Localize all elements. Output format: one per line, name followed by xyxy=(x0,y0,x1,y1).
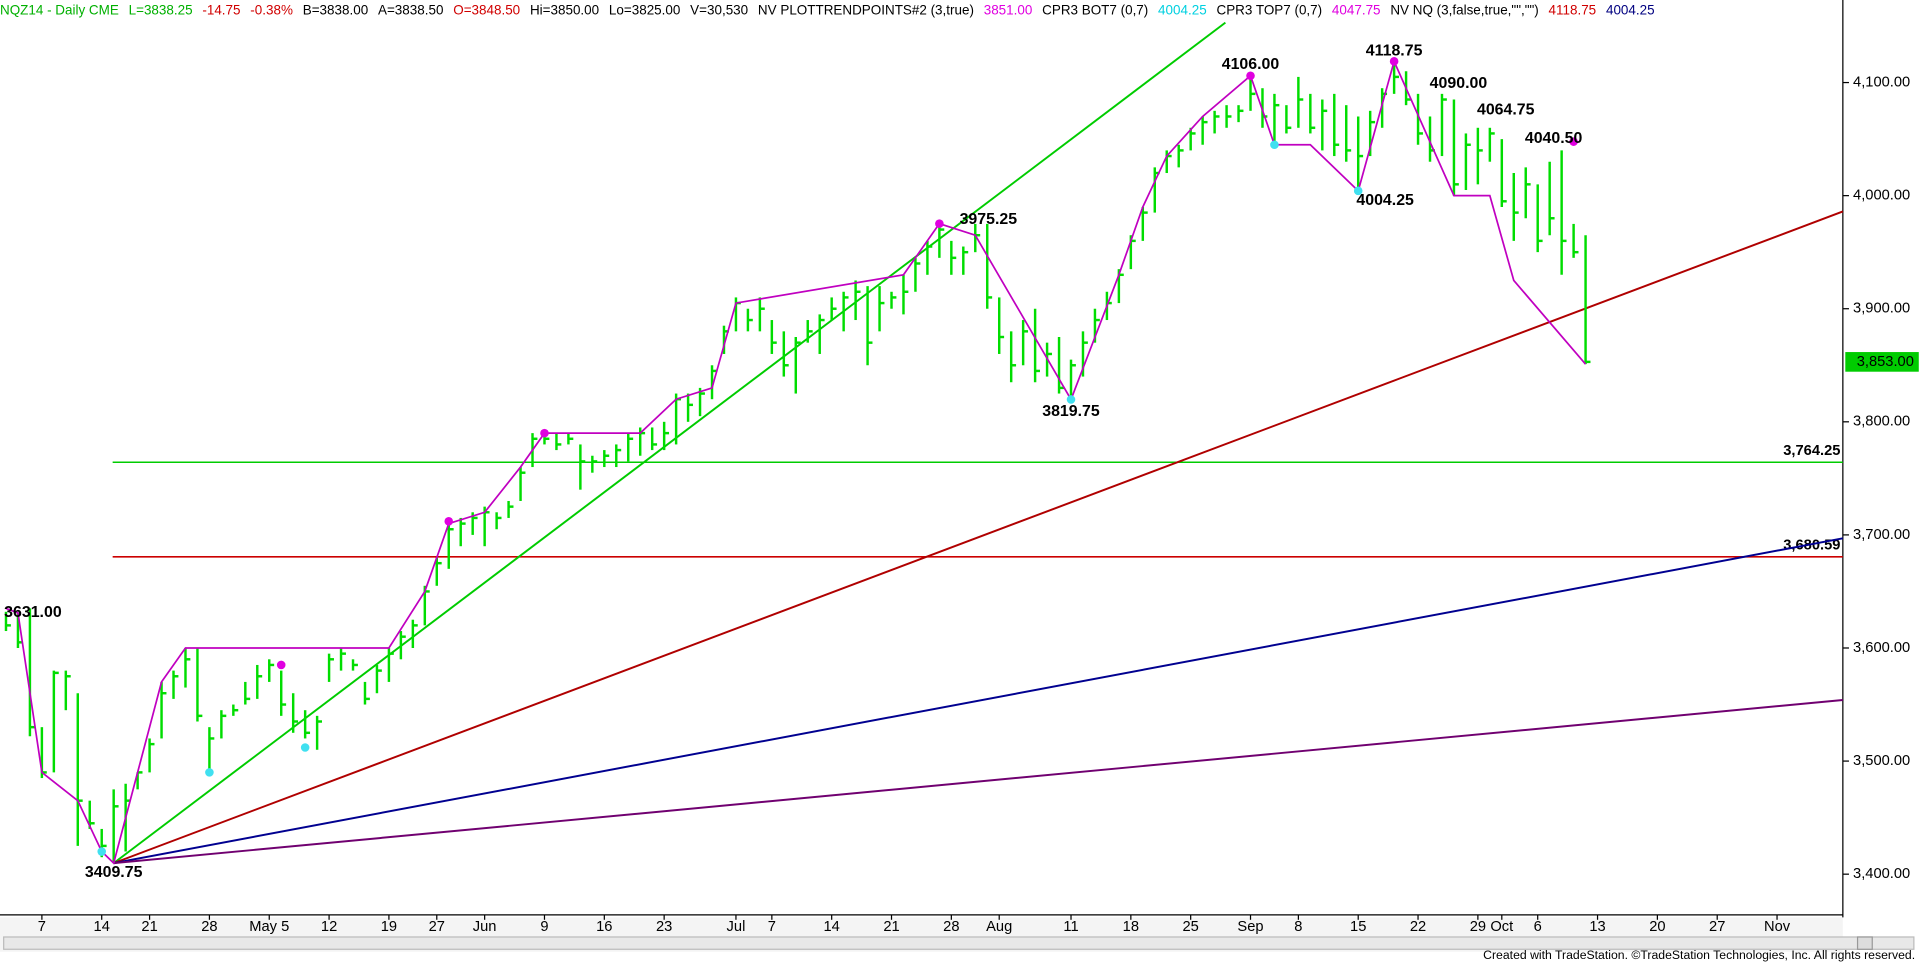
x-tick-label: 8 xyxy=(1294,919,1302,935)
x-tick-label: 15 xyxy=(1350,919,1366,935)
pivot-dot xyxy=(1270,140,1279,150)
swing-line xyxy=(5,58,1587,865)
x-tick-label: 21 xyxy=(141,919,157,935)
pivot-dot xyxy=(540,428,549,438)
pivot-label: 4004.25 xyxy=(1356,192,1414,209)
pivot-dot xyxy=(1066,395,1076,404)
y-tick-label: 3,500.00 xyxy=(1853,753,1910,769)
pivot-label: 4118.75 xyxy=(1366,43,1423,60)
header-item: 4004.25 xyxy=(1606,3,1655,18)
pivot-dot xyxy=(444,517,454,526)
x-tick-label: Aug xyxy=(986,919,1012,935)
scrollbar[interactable] xyxy=(3,936,1915,950)
footer: Created with TradeStation. ©TradeStation… xyxy=(1483,948,1915,962)
trendline xyxy=(113,537,1844,865)
x-tick-label: 25 xyxy=(1183,919,1199,935)
pivot-dot xyxy=(276,660,286,670)
x-tick-label: 27 xyxy=(1709,919,1725,935)
last-price-box xyxy=(1845,352,1919,372)
pivot-label: 3409.75 xyxy=(85,864,143,881)
header-item: CPR3 TOP7 (0,7) xyxy=(1216,3,1322,18)
header-item: -14.75 xyxy=(202,3,240,18)
x-tick-label: 14 xyxy=(94,919,110,935)
level-label: 3,764.25 xyxy=(1783,443,1840,459)
y-tick-label: 4,000.00 xyxy=(1853,188,1910,204)
x-tick-label: Jun xyxy=(473,919,497,935)
header-item: V=30,530 xyxy=(690,3,748,18)
x-tick-label: Oct xyxy=(1490,919,1513,935)
x-tick-label: 27 xyxy=(429,919,445,935)
x-tick-label: 23 xyxy=(656,919,672,935)
pivot-label: 4090.00 xyxy=(1430,75,1488,92)
pivot-dot xyxy=(1389,57,1399,66)
x-tick-label: 11 xyxy=(1063,919,1078,935)
pivot-dot xyxy=(1569,137,1578,146)
x-tick-label: 9 xyxy=(540,919,548,935)
header-item: Lo=3825.00 xyxy=(609,3,680,18)
header-item: CPR3 BOT7 (0,7) xyxy=(1042,3,1148,18)
header-item: -0.38% xyxy=(250,3,293,18)
x-tick-label: 7 xyxy=(768,919,776,935)
y-tick-label: 3,600.00 xyxy=(1853,640,1910,656)
y-tick-label: 3,800.00 xyxy=(1853,414,1910,430)
pivot-dot xyxy=(935,219,944,228)
header-item: NV PLOTTRENDPOINTS#2 (3,true) xyxy=(758,3,974,18)
y-tick-label: 3,400.00 xyxy=(1853,866,1910,882)
x-tick-label: 16 xyxy=(596,919,612,935)
y-tick-label: 4,100.00 xyxy=(1853,74,1910,90)
pivot-dot xyxy=(1353,186,1363,196)
pivot-label: 4040.50 xyxy=(1525,130,1583,147)
x-tick-label: 19 xyxy=(381,919,397,935)
x-tick-label: 29 xyxy=(1470,919,1486,935)
last-price-label: 3,853.00 xyxy=(1857,354,1914,370)
pivot-dot xyxy=(205,768,214,777)
header-item: O=3848.50 xyxy=(453,3,520,18)
x-tick-label: Nov xyxy=(1764,919,1791,935)
x-tick-label: 14 xyxy=(824,919,840,935)
pivot-label: 4064.75 xyxy=(1477,101,1535,118)
x-tick-label: Jul xyxy=(727,919,746,935)
header-item: 4047.75 xyxy=(1332,3,1381,18)
x-tick-label: 22 xyxy=(1410,919,1426,935)
x-tick-label: 7 xyxy=(38,919,46,935)
header-item: NV NQ (3,false,true,"","") xyxy=(1390,3,1538,18)
header-item: NQZ14 - Daily CME xyxy=(0,3,119,18)
pivot-label: 3819.75 xyxy=(1042,403,1100,420)
x-tick-label: 18 xyxy=(1123,919,1139,935)
trendline xyxy=(113,21,1226,864)
header-item: A=3838.50 xyxy=(378,3,443,18)
pivot-label: 3975.25 xyxy=(960,211,1018,228)
pivot-dot xyxy=(300,743,310,752)
pivot-dot xyxy=(97,847,107,856)
x-tick-label: 28 xyxy=(943,919,959,935)
pivot-label: 4106.00 xyxy=(1222,56,1280,73)
y-tick-label: 3,900.00 xyxy=(1853,301,1910,317)
trendline xyxy=(113,699,1843,865)
x-tick-label: Sep xyxy=(1237,919,1263,935)
x-tick-label: 21 xyxy=(883,919,899,935)
x-tick-label: 28 xyxy=(201,919,217,935)
x-tick-label: May 5 xyxy=(249,919,289,935)
trendline xyxy=(113,210,1844,865)
header-item: 4004.25 xyxy=(1158,3,1207,18)
pivot-dot xyxy=(1246,71,1255,81)
header-item: 4118.75 xyxy=(1549,3,1597,18)
scrollbar-thumb[interactable] xyxy=(1856,936,1873,950)
header-item: Hi=3850.00 xyxy=(530,3,599,18)
header-item: 3851.00 xyxy=(984,3,1033,18)
y-tick-label: 3,700.00 xyxy=(1853,527,1910,543)
header-item: B=3838.00 xyxy=(303,3,368,18)
x-tick-label: 13 xyxy=(1589,919,1605,935)
x-tick-label: 20 xyxy=(1649,919,1665,935)
header-item: L=3838.25 xyxy=(129,3,193,18)
x-tick-label: 6 xyxy=(1534,919,1542,935)
pivot-label: 3631.00 xyxy=(4,604,62,621)
x-tick-label: 12 xyxy=(321,919,337,935)
